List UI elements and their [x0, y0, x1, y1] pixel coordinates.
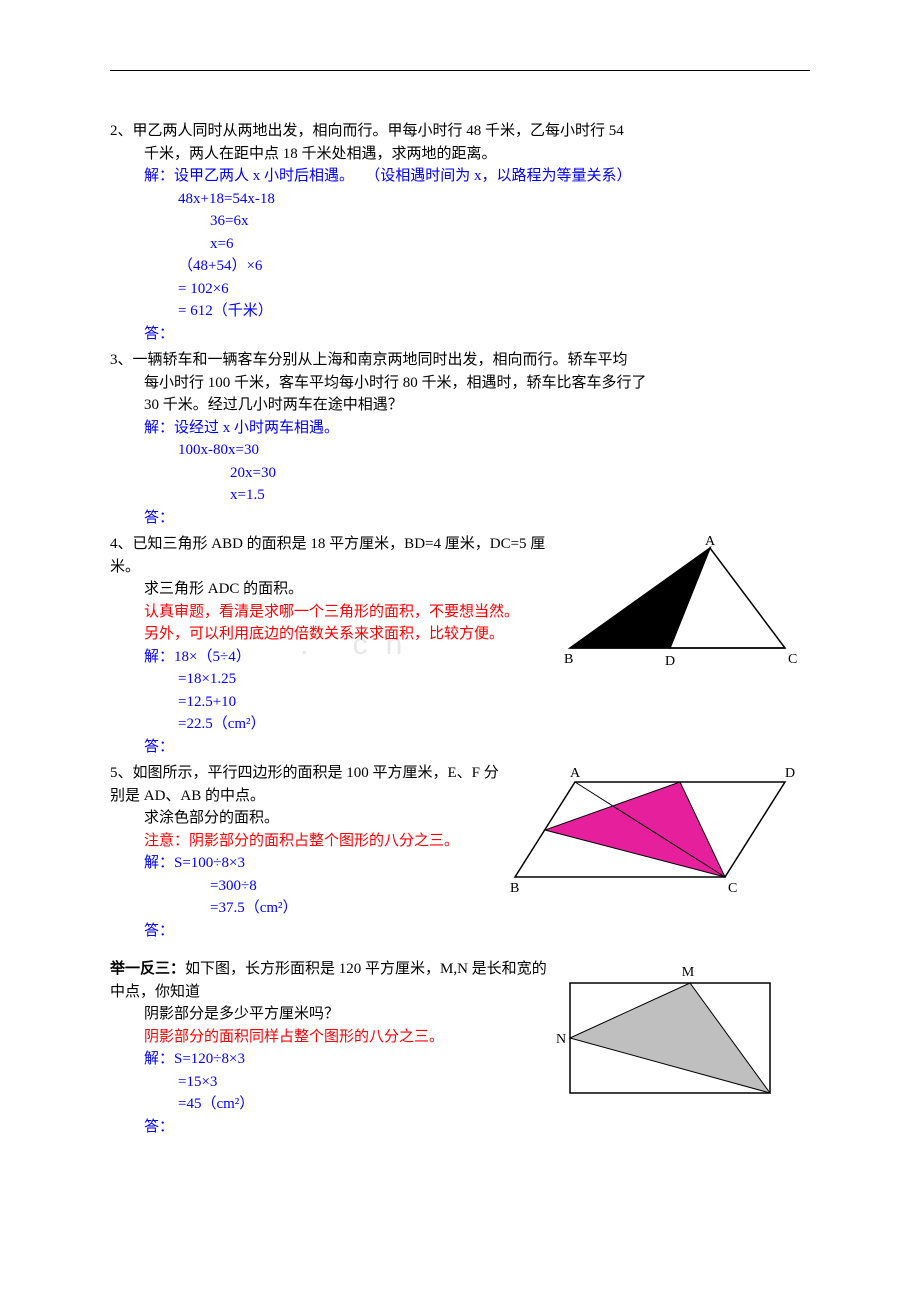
problem-5: 5、如图所示，平行四边形的面积是 100 平方厘米，E、F 分别是 AD、AB … — [110, 762, 810, 942]
q5-l2: 求涂色部分的面积。 — [144, 810, 279, 826]
rectangle-mn-icon: M N — [550, 958, 790, 1108]
ext-note: 阴影部分的面积同样占整个图形的八分之三。 — [110, 1026, 550, 1049]
svg-text:D: D — [785, 766, 795, 781]
q5-figure: A D B C — [510, 762, 810, 897]
parallelogram-icon: A D B C — [510, 762, 800, 897]
problem-3: 3、一辆轿车和一辆客车分别从上海和南京两地同时出发，相向而行。轿车平均 每小时行… — [110, 349, 810, 529]
q4-sol: 解：18×（5÷4） — [110, 646, 560, 669]
svg-text:A: A — [705, 534, 716, 549]
q2-l1: 甲乙两人同时从两地出发，相向而行。甲每小时行 48 千米，乙每小时行 54 — [133, 123, 624, 139]
q4-figure: A B D C — [560, 533, 810, 673]
q2-s4: （48+54）×6 — [110, 255, 810, 278]
ext-title: 举一反三： — [110, 961, 185, 977]
q2-s6: = 612（千米） — [110, 300, 810, 323]
extension-problem: 举一反三：如下图，长方形面积是 120 平方厘米，M,N 是长和宽的中点，你知道… — [110, 958, 810, 1138]
q3-sol: 解：设经过 x 小时两车相遇。 — [110, 417, 810, 440]
svg-text:M: M — [682, 965, 695, 980]
ext-s1: =15×3 — [110, 1071, 550, 1094]
q3-num: 3、 — [110, 352, 133, 368]
q2-l2: 千米，两人在距中点 18 千米处相遇，求两地的距离。 — [144, 146, 497, 162]
q5-ans: 答： — [110, 920, 510, 943]
ext-figure: M N — [550, 958, 810, 1108]
q4-s3: =22.5（cm²） — [110, 713, 560, 736]
q4-l2: 求三角形 ADC 的面积。 — [144, 581, 303, 597]
q5-num: 5、 — [110, 765, 133, 781]
ext-sol: 解：S=120÷8×3 — [110, 1048, 550, 1071]
triangle-abd-adc-icon: A B D C — [560, 533, 800, 673]
q2-sol-b: （设相遇时间为 x，以路程为等量关系） — [365, 168, 631, 184]
q2-sol-a: 解：设甲乙两人 x 小时后相遇。 — [144, 168, 354, 184]
problem-4: 4、已知三角形 ABD 的面积是 18 平方厘米，BD=4 厘米，DC=5 厘米… — [110, 533, 810, 758]
svg-text:D: D — [665, 654, 675, 669]
ext-s2: =45（cm²） — [110, 1093, 550, 1116]
q5-s2: =37.5（cm²） — [110, 897, 510, 920]
q5-sol: 解：S=100÷8×3 — [110, 852, 510, 875]
q3-l2: 每小时行 100 千米，客车平均每小时行 80 千米，相遇时，轿车比客车多行了 — [144, 375, 647, 391]
q2-num: 2、 — [110, 123, 133, 139]
q3-l1: 一辆轿车和一辆客车分别从上海和南京两地同时出发，相向而行。轿车平均 — [133, 352, 628, 368]
ext-ans: 答： — [110, 1116, 550, 1139]
q2-s5: = 102×6 — [110, 278, 810, 301]
q4-num: 4、 — [110, 536, 133, 552]
svg-text:A: A — [570, 766, 581, 781]
q3-s2: 20x=30 — [110, 462, 810, 485]
q4-s1: =18×1.25 — [110, 668, 560, 691]
q2-ans: 答： — [110, 323, 810, 346]
document-content: 2、甲乙两人同时从两地出发，相向而行。甲每小时行 48 千米，乙每小时行 54 … — [110, 120, 810, 1138]
q4-note1: 认真审题，看清是求哪一个三角形的面积，不要想当然。 — [110, 601, 560, 624]
q3-l3: 30 千米。经过几小时两车在途中相遇？ — [144, 397, 403, 413]
q5-note: 注意：阴影部分的面积占整个图形的八分之三。 — [110, 830, 510, 853]
q4-note2: 另外，可以利用底边的倍数关系来求面积，比较方便。 — [110, 623, 560, 646]
ext-l2: 阴影部分是多少平方厘米吗？ — [144, 1006, 339, 1022]
q5-l1: 如图所示，平行四边形的面积是 100 平方厘米，E、F 分别是 AD、AB 的中… — [110, 765, 499, 804]
svg-text:B: B — [510, 881, 519, 896]
q3-ans: 答： — [110, 507, 810, 530]
q5-s1: =300÷8 — [110, 875, 510, 898]
q2-s2: 36=6x — [110, 210, 810, 233]
q4-s2: =12.5+10 — [110, 691, 560, 714]
svg-text:B: B — [564, 652, 573, 667]
q4-ans: 答： — [110, 736, 560, 759]
q4-l1: 已知三角形 ABD 的面积是 18 平方厘米，BD=4 厘米，DC=5 厘米。 — [110, 536, 545, 575]
svg-text:C: C — [728, 881, 737, 896]
horizontal-rule — [110, 70, 810, 71]
problem-2: 2、甲乙两人同时从两地出发，相向而行。甲每小时行 48 千米，乙每小时行 54 … — [110, 120, 810, 345]
q3-s1: 100x-80x=30 — [110, 439, 810, 462]
q2-s1: 48x+18=54x-18 — [110, 188, 810, 211]
svg-text:N: N — [556, 1032, 566, 1047]
q3-s3: x=1.5 — [110, 484, 810, 507]
svg-text:C: C — [788, 652, 797, 667]
q2-s3: x=6 — [110, 233, 810, 256]
